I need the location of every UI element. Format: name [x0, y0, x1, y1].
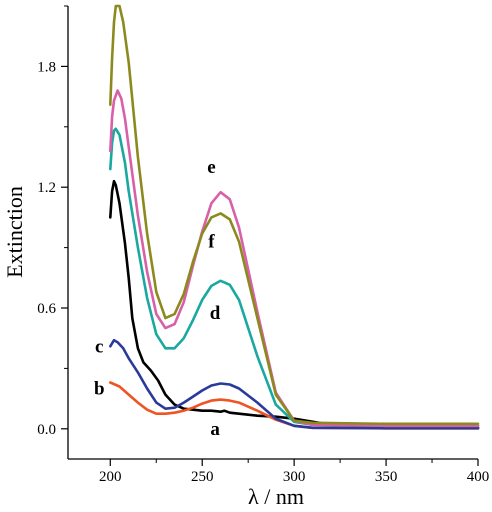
series-line-a — [109, 179, 480, 430]
x-tick-label: 350 — [375, 469, 398, 485]
y-tick-label: 1.8 — [37, 59, 56, 75]
series-line-e — [109, 89, 480, 428]
curve-label-f: f — [208, 232, 215, 253]
curve-label-c: c — [95, 336, 103, 357]
curve-label-a: a — [210, 419, 220, 440]
series-line-d — [109, 127, 480, 428]
axes: 200 250 300 350 400 0.0 0.6 1.2 1.8 — [37, 5, 489, 485]
x-tick-label: 300 — [283, 469, 306, 485]
curve-labels: a b c d e f — [94, 157, 221, 440]
spectrum-curves — [109, 4, 480, 430]
y-ticks: 0.0 0.6 1.2 1.8 — [37, 5, 68, 438]
curve-label-e: e — [207, 157, 215, 178]
x-tick-label: 250 — [191, 469, 214, 485]
curve-label-b: b — [94, 379, 105, 400]
series-line-f — [109, 4, 480, 426]
plot-area — [109, 4, 480, 430]
y-axis-title: Extinction — [2, 186, 27, 278]
x-ticks: 200 250 300 350 400 — [99, 459, 489, 485]
x-axis-title: λ / nm — [248, 484, 304, 509]
series-line-c — [109, 338, 480, 430]
x-tick-label: 400 — [467, 469, 490, 485]
y-tick-label: 1.2 — [37, 180, 56, 196]
y-tick-label: 0.0 — [37, 422, 56, 438]
x-tick-label: 200 — [99, 469, 122, 485]
curve-label-d: d — [210, 303, 221, 324]
y-tick-label: 0.6 — [37, 301, 56, 317]
